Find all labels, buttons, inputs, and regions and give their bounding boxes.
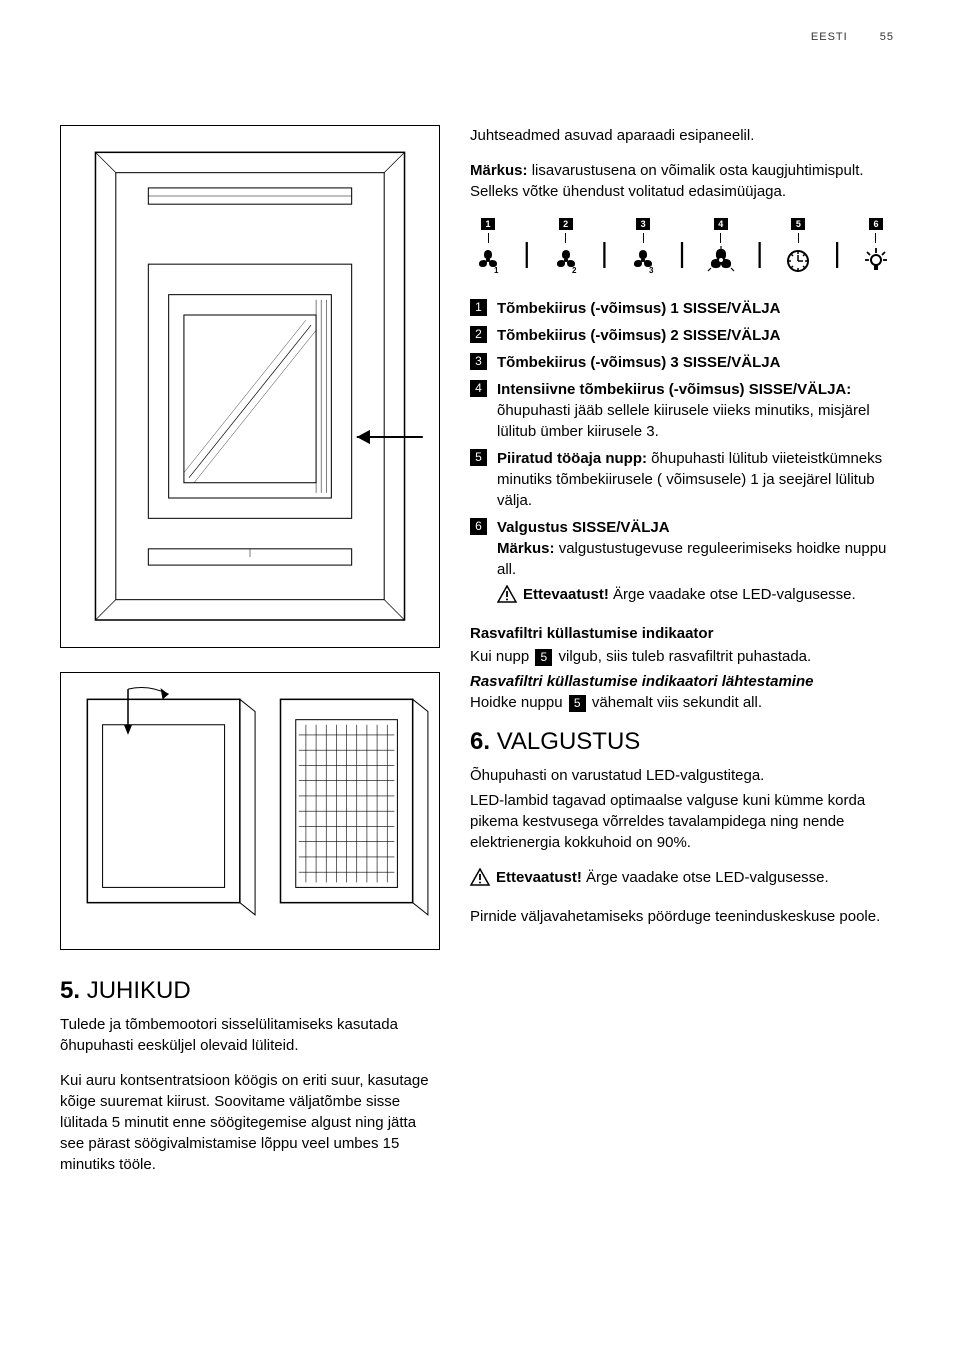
fan-intensive-icon <box>707 246 735 274</box>
control-item-4: 4 Intensiivne tõmbekiirus (-võimsus) SIS… <box>470 379 894 442</box>
fan-3-icon: 3 <box>629 246 657 274</box>
section-6-para1: Õhupuhasti on varustatud LED-valgustiteg… <box>470 765 894 786</box>
header-lang: EESTI <box>811 31 848 43</box>
control-item-3: 3 Tõmbekiirus (-võimsus) 3 SISSE/VÄLJA <box>470 352 894 373</box>
light-icon <box>862 246 890 274</box>
note-label: Märkus: <box>470 162 528 179</box>
section-5-heading: 5. JUHIKUD <box>60 974 440 1008</box>
section-5-para1: Tulede ja tõmbemootori sisselülitamiseks… <box>60 1014 440 1056</box>
filter-heading: Rasvafiltri küllastumise indikaator <box>470 623 894 644</box>
icon-fan-intensive: 4 <box>707 218 735 274</box>
fan-2-icon: 2 <box>552 246 580 274</box>
section-5-para2: Kui auru kontsentratsioon köögis on erit… <box>60 1070 440 1175</box>
page-header: EESTI 55 <box>60 30 894 45</box>
icon-timer: 5 <box>784 218 812 274</box>
filter-reset-heading: Rasvafiltri küllastumise indikaatori läh… <box>470 671 894 692</box>
note-body: lisavarustusena on võimalik osta kaugjuh… <box>470 162 864 200</box>
icon-fan2: 2 2 <box>552 218 580 274</box>
control-item-6: 6 Valgustus SISSE/VÄLJA Märkus: valgustu… <box>470 517 894 605</box>
right-column: Juhtseadmed asuvad aparaadi esipaneelil.… <box>470 125 894 931</box>
section-5-num: 5. <box>60 977 80 1004</box>
intro-para: Juhtseadmed asuvad aparaadi esipaneelil. <box>470 125 894 146</box>
section-6-num: 6. <box>470 728 490 755</box>
icon-fan1: 1 1 <box>474 218 502 274</box>
section-5-title: JUHIKUD <box>87 977 191 1004</box>
left-column: 5. JUHIKUD Tulede ja tõmbemootori sissel… <box>60 125 440 1188</box>
control-item-1: 1 Tõmbekiirus (-võimsus) 1 SISSE/VÄLJA <box>470 298 894 319</box>
section-6-heading: 6. VALGUSTUS <box>470 725 894 759</box>
filter-line1: Kui nupp 5 vilgub, siis tuleb rasvafiltr… <box>470 646 894 667</box>
control-item-5: 5 Piiratud tööaja nupp: õhupuhasti lülit… <box>470 448 894 511</box>
intro-note: Märkus: lisavarustusena on võimalik osta… <box>470 160 894 202</box>
figure-1 <box>60 125 440 647</box>
control-icon-row: 1 1 | 2 2 | 3 3 | <box>470 218 894 274</box>
svg-text:1: 1 <box>494 266 499 274</box>
figure-2 <box>60 672 440 950</box>
section-6-para3: Pirnide väljavahetamiseks pöörduge teeni… <box>470 906 894 927</box>
control-item-2: 2 Tõmbekiirus (-võimsus) 2 SISSE/VÄLJA <box>470 325 894 346</box>
filter-line2: Hoidke nuppu 5 vähemalt viis sekundit al… <box>470 692 894 713</box>
icon-light: 6 <box>862 218 890 274</box>
warning-icon <box>470 868 490 886</box>
section-6-warning: Ettevaatust! Ärge vaadake otse LED-valgu… <box>470 867 894 888</box>
fan-1-icon: 1 <box>474 246 502 274</box>
svg-text:3: 3 <box>649 266 654 274</box>
controls-list: 1 Tõmbekiirus (-võimsus) 1 SISSE/VÄLJA 2… <box>470 298 894 605</box>
icon-fan3: 3 3 <box>629 218 657 274</box>
timer-icon <box>784 246 812 274</box>
svg-text:2: 2 <box>572 266 577 274</box>
warning-icon <box>497 585 517 603</box>
section-6-title: VALGUSTUS <box>497 728 641 755</box>
section-6-para2: LED-lambid tagavad optimaalse valguse ku… <box>470 790 894 853</box>
header-page-num: 55 <box>880 31 894 43</box>
